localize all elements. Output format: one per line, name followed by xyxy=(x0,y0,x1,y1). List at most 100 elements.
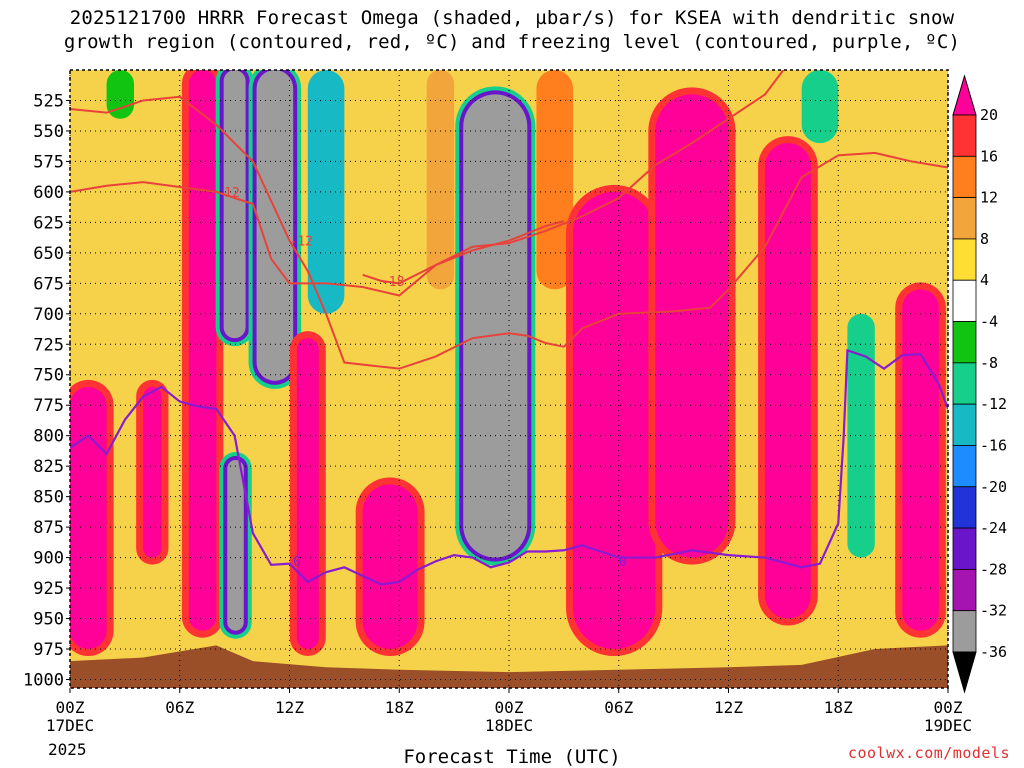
colorbar-swatch xyxy=(952,527,977,570)
omega-cell xyxy=(847,313,875,558)
terrain-fill xyxy=(70,645,948,688)
dgz-contour-line xyxy=(362,220,565,285)
colorbar-label: -24 xyxy=(980,519,1007,537)
chart-title-line2: growth region (contoured, red, ºC) and f… xyxy=(63,31,961,53)
colorbar: 20 16 12 8 4 -4 -8 -12 -16 -20 -24 -28 -32 -36 xyxy=(952,74,1007,694)
freezing-level-label: 0 xyxy=(293,555,301,570)
y-tick-label: 900 xyxy=(33,549,64,569)
x-tick-label: 18Z xyxy=(824,698,853,717)
omega-cell xyxy=(143,386,162,558)
y-tick-label: 575 xyxy=(33,152,64,172)
colorbar-label: -36 xyxy=(980,643,1007,661)
y-tick-label: 850 xyxy=(33,488,64,508)
omega-cell xyxy=(227,460,244,631)
y-tick-label: 825 xyxy=(33,457,64,477)
dgz-contour-line xyxy=(70,95,948,370)
dgz-contour-line xyxy=(70,70,785,297)
y-tick-label: 525 xyxy=(33,91,64,111)
colorbar-label: 12 xyxy=(980,189,998,207)
terrain-area xyxy=(70,645,948,688)
colorbar-bottom-arrow xyxy=(952,651,977,694)
x-tick-label: 12Z xyxy=(714,698,743,717)
x-tick-label: 06Z xyxy=(165,698,194,717)
x-tick-date: 18DEC xyxy=(485,716,533,735)
x-tick-label: 00Z xyxy=(495,698,524,717)
y-tick-label: 725 xyxy=(33,335,64,355)
omega-cell xyxy=(902,289,939,631)
y-tick-label: 800 xyxy=(33,427,64,447)
colorbar-swatch xyxy=(952,568,977,612)
x-tick-date: 17DEC xyxy=(46,716,94,735)
colorbar-swatch xyxy=(952,403,977,446)
chart-title-line1: 2025121700 HRRR Forecast Omega (shaded, … xyxy=(69,7,955,29)
colorbar-top-arrow xyxy=(952,74,977,116)
freezing-level-label: 0 xyxy=(619,555,627,570)
omega-cell xyxy=(426,70,455,290)
colorbar-label: -32 xyxy=(980,602,1007,620)
colorbar-swatch xyxy=(952,610,977,653)
y-tick-label: 950 xyxy=(33,610,64,630)
y-tick-label: 975 xyxy=(33,640,64,660)
colorbar-label: 16 xyxy=(980,147,998,165)
dgz-contour-label: -12 xyxy=(216,186,239,201)
colorbar-label: 4 xyxy=(980,271,989,289)
colorbar-swatch xyxy=(952,114,977,157)
x-tick-label: 00Z xyxy=(934,698,963,717)
y-tick-label: 875 xyxy=(33,518,64,538)
omega-cell xyxy=(70,386,107,649)
omega-cell xyxy=(296,338,319,649)
omega-cell xyxy=(536,70,574,290)
colorbar-label: -8 xyxy=(980,354,998,372)
omega-cell xyxy=(655,94,729,558)
omega-cell xyxy=(256,70,294,381)
omega-cell xyxy=(223,70,246,339)
y-tick-label: 550 xyxy=(33,122,64,142)
y-tick-label: 700 xyxy=(33,305,64,325)
omega-cell xyxy=(307,70,345,314)
y-axis: 525 550 575 600 625 650 675 700 725 750 775 800 825 8… xyxy=(23,91,70,690)
dgz-contour-label: -12 xyxy=(290,235,313,250)
colorbar-swatch xyxy=(952,486,977,529)
colorbar-swatch xyxy=(952,279,977,322)
x-axis-title: Forecast Time (UTC) xyxy=(403,746,621,768)
omega-cell xyxy=(463,94,528,558)
x-tick-label: 00Z xyxy=(56,698,85,717)
colorbar-label: -12 xyxy=(980,395,1007,413)
x-tick-label: 12Z xyxy=(275,698,304,717)
colorbar-label: -4 xyxy=(980,313,998,331)
colorbar-label: -16 xyxy=(980,436,1007,454)
y-tick-label: 750 xyxy=(33,366,64,386)
colorbar-swatch xyxy=(952,238,977,281)
y-tick-label: 775 xyxy=(33,396,64,416)
x-tick-label: 18Z xyxy=(385,698,414,717)
colorbar-swatch xyxy=(952,321,977,364)
credit-link[interactable]: coolwx.com/models xyxy=(847,744,1010,762)
colorbar-label: 8 xyxy=(980,230,989,248)
omega-cell xyxy=(362,484,418,649)
y-tick-label: 675 xyxy=(33,274,64,294)
dgz-contour-label: -18 xyxy=(381,275,404,290)
y-tick-label: 1000 xyxy=(23,670,64,690)
colorbar-label: -28 xyxy=(980,560,1007,578)
y-tick-label: 650 xyxy=(33,244,64,264)
x-tick-label: 06Z xyxy=(604,698,633,717)
dgz-contours: -12 -12 -18 xyxy=(70,70,948,370)
colorbar-label: -20 xyxy=(980,478,1007,496)
freezing-level-line xyxy=(70,348,948,586)
omega-cell xyxy=(188,70,217,631)
colorbar-swatch xyxy=(952,197,977,240)
omega-cell xyxy=(765,143,811,619)
x-tick-year: 2025 xyxy=(48,740,87,759)
colorbar-swatch xyxy=(952,155,977,199)
colorbar-label: 20 xyxy=(980,106,998,124)
colorbar-swatch xyxy=(952,362,977,405)
omega-cell xyxy=(573,191,656,649)
omega-cell xyxy=(801,70,839,144)
colorbar-swatch xyxy=(952,445,977,488)
x-tick-date: 19DEC xyxy=(924,716,972,735)
y-tick-label: 625 xyxy=(33,213,64,233)
y-tick-label: 600 xyxy=(33,183,64,203)
